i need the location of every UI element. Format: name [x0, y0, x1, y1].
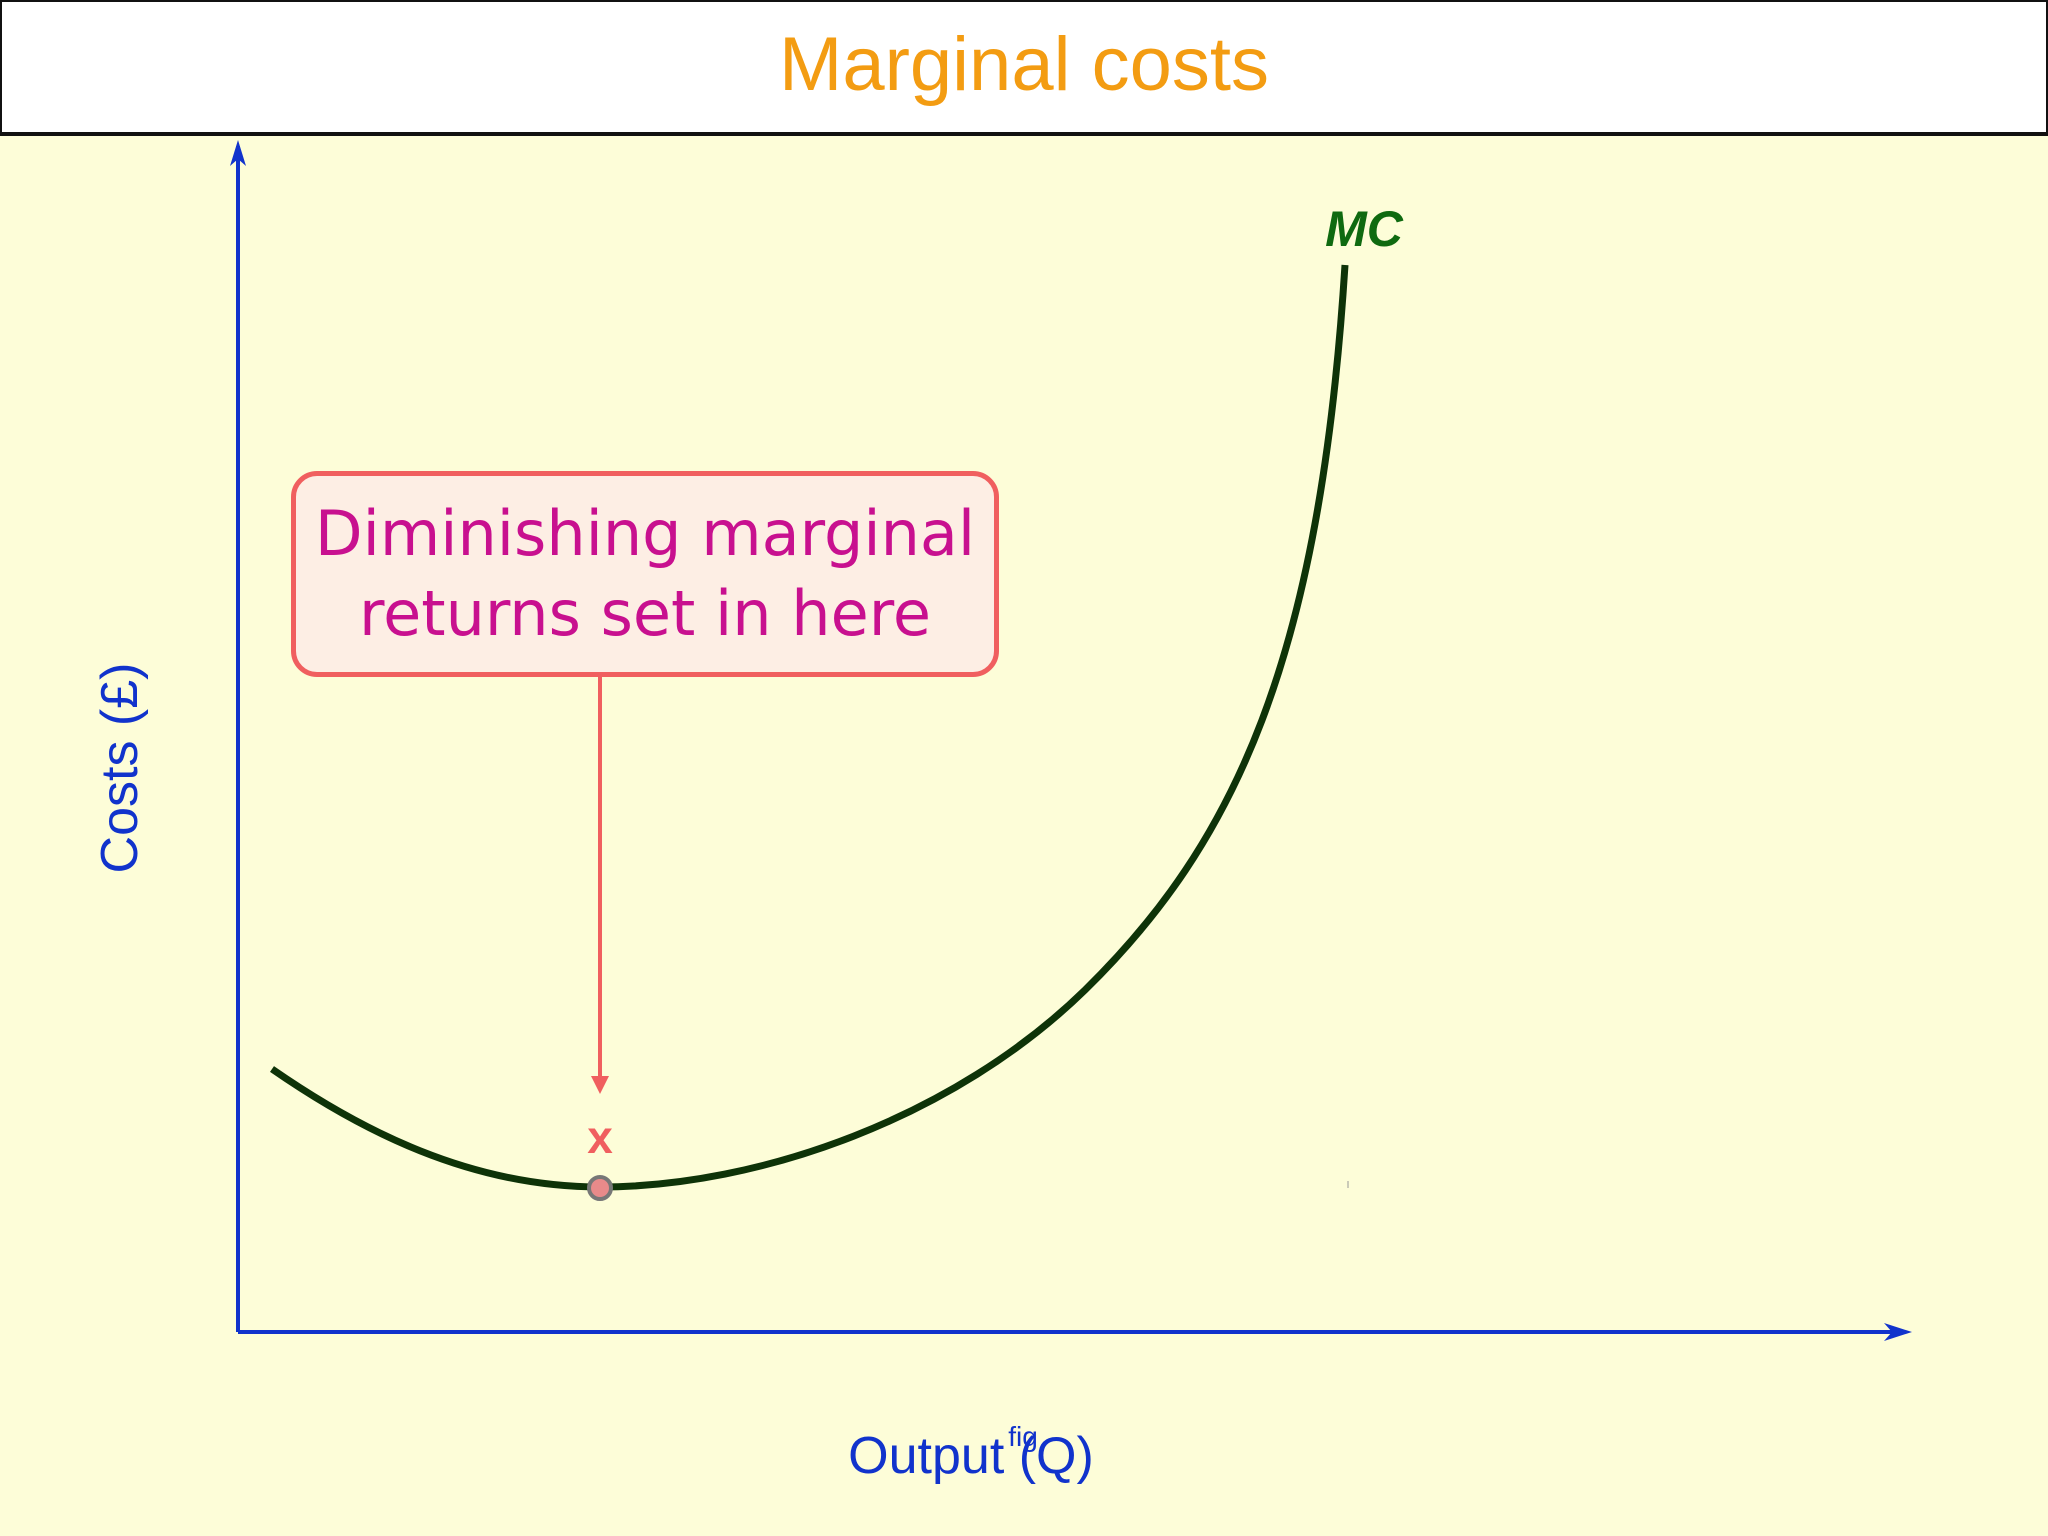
y-axis-arrowhead — [230, 140, 246, 166]
callout-box: Diminishing marginal returns set in here — [291, 471, 999, 677]
callout-text-line-1: Diminishing marginal — [314, 497, 976, 570]
x-axis-label: Output (Q) — [848, 1427, 1094, 1485]
title-bar: Marginal costs — [0, 0, 2048, 136]
x-axis-arrowhead — [1884, 1323, 1912, 1341]
mc-curve-label: MC — [1325, 201, 1404, 257]
x-axis-label-artifact: fig — [1008, 1421, 1038, 1452]
y-axis-label: Costs (£) — [91, 663, 149, 874]
page-title: Marginal costs — [779, 21, 1269, 107]
callout-arrowhead — [591, 1076, 609, 1094]
minimum-point — [587, 1175, 613, 1201]
minimum-marker-x: x — [587, 1111, 613, 1163]
callout-text-line-2: returns set in here — [359, 577, 931, 650]
mc-curve — [270, 264, 1349, 1191]
